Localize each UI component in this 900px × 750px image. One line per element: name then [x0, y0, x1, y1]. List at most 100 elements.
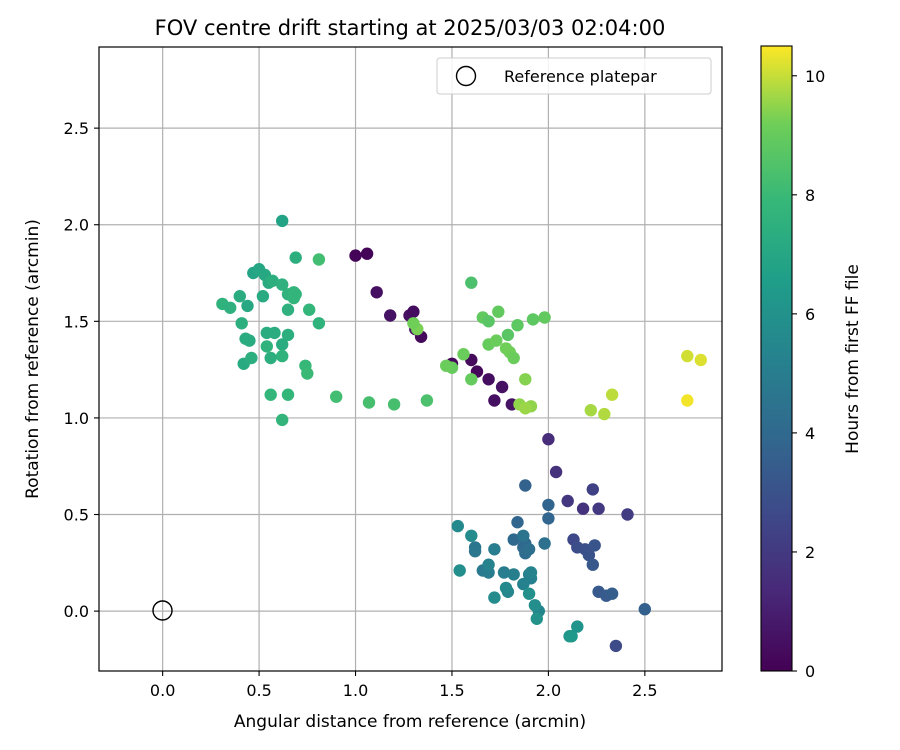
- data-point: [482, 315, 495, 328]
- colorbar-tick-label: 8: [805, 186, 815, 205]
- y-axis-ticks: 0.0 0.5 1.0 1.5 2.0 2.5: [64, 119, 99, 621]
- x-tick-label: 0.5: [246, 681, 271, 700]
- data-point: [605, 587, 619, 600]
- x-tick-label: 2.0: [536, 681, 561, 700]
- data-point: [592, 502, 605, 515]
- data-point: [542, 512, 555, 525]
- data-point: [360, 247, 374, 260]
- data-point: [457, 348, 470, 361]
- data-point: [522, 587, 536, 600]
- data-point: [538, 311, 551, 324]
- data-point: [266, 274, 279, 287]
- data-point: [576, 502, 590, 515]
- data-point: [542, 498, 555, 512]
- x-axis-label: Angular distance from reference (arcmin): [234, 712, 586, 732]
- data-point: [384, 309, 397, 322]
- data-point: [694, 353, 707, 367]
- data-point: [526, 313, 540, 326]
- data-point: [233, 290, 246, 303]
- data-point: [507, 533, 520, 546]
- data-point: [349, 249, 362, 262]
- data-points: [216, 214, 707, 653]
- data-point: [482, 558, 495, 571]
- data-point: [524, 566, 538, 579]
- data-point: [490, 334, 503, 347]
- data-point: [482, 373, 495, 386]
- data-point: [245, 351, 258, 365]
- y-axis-label: Rotation from reference (arcmin): [23, 219, 43, 499]
- data-point: [301, 367, 314, 380]
- data-point: [362, 396, 376, 409]
- data-point: [407, 317, 420, 330]
- data-point: [465, 373, 478, 386]
- data-point: [495, 380, 509, 394]
- data-point: [289, 251, 302, 264]
- data-point: [465, 276, 478, 289]
- reference-platepar-marker: [152, 600, 173, 621]
- data-point: [528, 599, 542, 612]
- data-point: [565, 630, 578, 643]
- data-point: [499, 581, 513, 595]
- colorbar: 0 2 4 6 8 10 Hours from first FF file: [760, 45, 863, 681]
- data-point: [582, 548, 596, 562]
- x-tick-label: 1.5: [439, 681, 464, 700]
- data-point: [440, 359, 453, 372]
- data-point: [586, 558, 599, 571]
- data-point: [276, 349, 289, 363]
- data-point: [276, 278, 289, 291]
- data-point: [281, 388, 295, 401]
- data-point: [370, 286, 383, 299]
- data-point: [538, 537, 551, 550]
- data-point: [586, 483, 599, 496]
- data-point: [488, 543, 501, 556]
- data-point: [681, 394, 694, 407]
- data-point: [561, 494, 574, 508]
- data-point: [511, 516, 524, 529]
- data-point: [519, 402, 532, 415]
- data-point: [465, 529, 478, 542]
- colorbar-tick-label: 4: [805, 424, 815, 443]
- data-point: [276, 338, 289, 351]
- data-point: [488, 394, 501, 407]
- data-point: [542, 433, 555, 446]
- data-point: [522, 543, 536, 556]
- data-point: [609, 639, 623, 653]
- data-point: [268, 326, 281, 340]
- data-point: [549, 465, 563, 479]
- legend-label: Reference platepar: [504, 67, 657, 86]
- data-point: [241, 299, 254, 313]
- legend-box: [436, 57, 712, 95]
- colorbar-tick-label: 10: [805, 67, 825, 86]
- y-tick-label: 2.5: [64, 119, 89, 138]
- plot-frame: [98, 46, 723, 672]
- data-point: [492, 305, 505, 318]
- data-point: [235, 317, 248, 330]
- data-point: [287, 286, 300, 299]
- x-tick-label: 2.5: [632, 681, 657, 700]
- y-tick-label: 2.0: [64, 216, 89, 235]
- data-point: [453, 564, 466, 577]
- data-point: [605, 388, 619, 401]
- data-point: [519, 373, 532, 386]
- data-point: [507, 351, 520, 365]
- data-point: [312, 253, 326, 266]
- data-point: [387, 398, 401, 411]
- data-point: [303, 303, 316, 316]
- data-point: [517, 529, 530, 542]
- data-point: [598, 407, 611, 421]
- y-tick-label: 1.0: [64, 409, 89, 428]
- data-point: [501, 328, 515, 342]
- y-tick-label: 0.0: [64, 602, 89, 621]
- legend: Reference platepar: [436, 57, 712, 95]
- data-point: [420, 394, 434, 407]
- data-point: [312, 317, 326, 330]
- data-point: [681, 349, 694, 363]
- data-point: [264, 351, 277, 365]
- legend-marker: [455, 65, 477, 87]
- data-point: [468, 545, 482, 558]
- data-point: [281, 328, 295, 342]
- data-point: [488, 591, 501, 604]
- colorbar-tick-label: 6: [805, 305, 815, 324]
- data-point: [621, 508, 634, 521]
- y-tick-label: 0.5: [64, 506, 89, 525]
